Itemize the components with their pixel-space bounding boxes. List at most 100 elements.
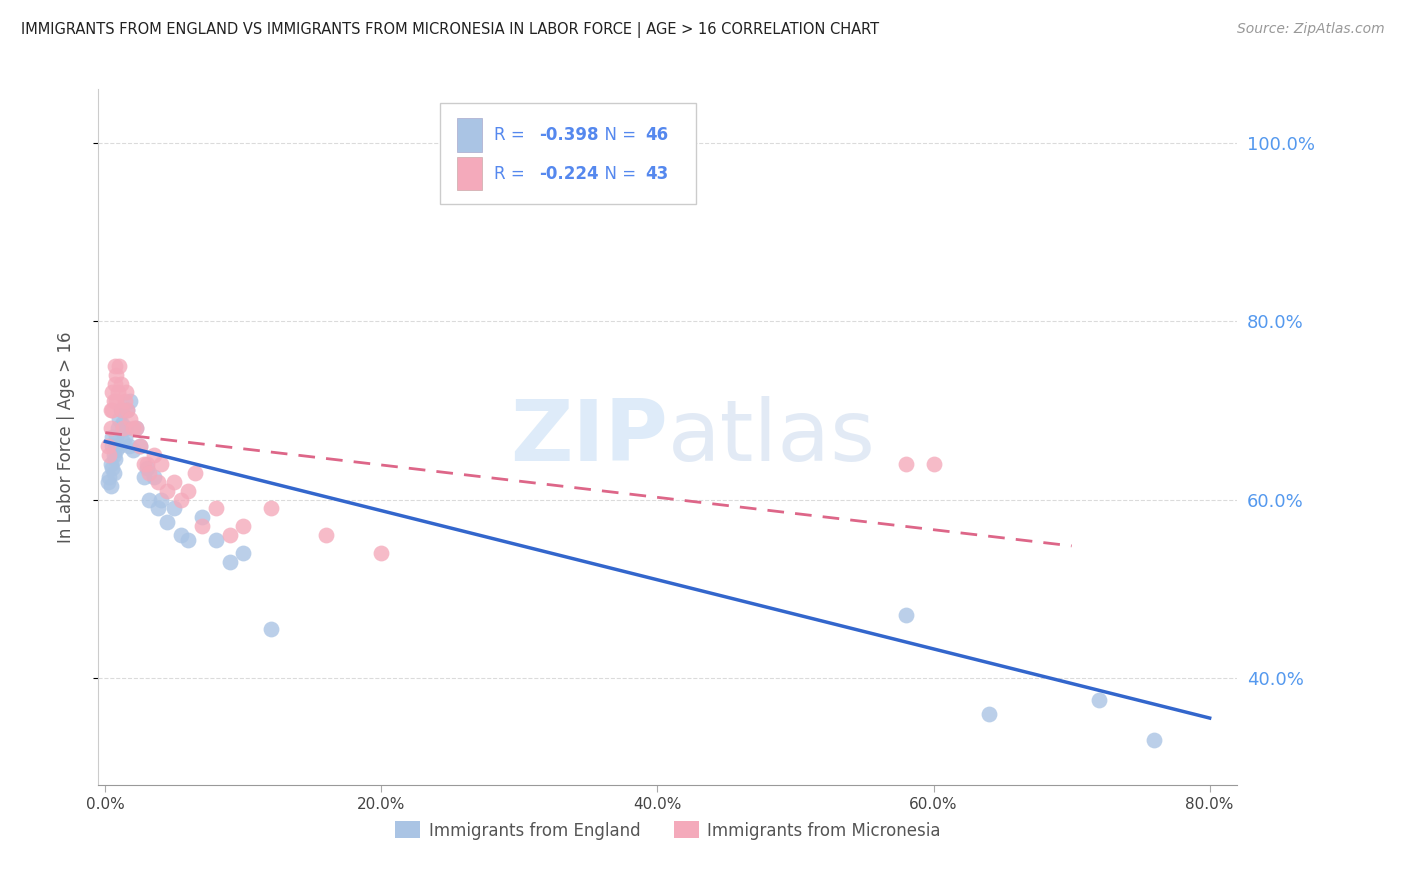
Text: atlas: atlas: [668, 395, 876, 479]
Point: [104, 359, 127, 373]
Point: [110, 403, 132, 417]
Point: [128, 439, 150, 453]
Point: [125, 421, 148, 435]
Point: [138, 492, 160, 507]
Text: 46: 46: [645, 126, 668, 145]
Point: [177, 483, 200, 498]
Point: [1088, 693, 1111, 707]
Point: [370, 546, 392, 560]
Point: [218, 528, 240, 542]
Point: [177, 533, 200, 547]
Point: [101, 439, 124, 453]
Point: [260, 622, 283, 636]
Point: [103, 448, 125, 462]
Point: [104, 452, 127, 467]
Point: [100, 421, 122, 435]
Point: [191, 519, 214, 533]
Point: [170, 492, 193, 507]
Point: [204, 501, 226, 516]
Text: 43: 43: [645, 165, 668, 183]
Point: [163, 501, 186, 516]
Text: N =: N =: [593, 126, 641, 145]
Point: [120, 412, 142, 426]
Text: -0.398: -0.398: [538, 126, 599, 145]
Point: [142, 448, 165, 462]
FancyBboxPatch shape: [440, 103, 696, 204]
Point: [135, 461, 157, 475]
Point: [101, 403, 124, 417]
Point: [120, 394, 142, 409]
Point: [105, 394, 128, 409]
Point: [122, 443, 145, 458]
Point: [156, 515, 179, 529]
Point: [100, 457, 122, 471]
Text: N =: N =: [593, 165, 641, 183]
Point: [894, 457, 917, 471]
Point: [105, 368, 128, 382]
Point: [115, 421, 138, 435]
Point: [100, 403, 122, 417]
Point: [1143, 733, 1166, 747]
Point: [107, 421, 129, 435]
Point: [163, 475, 186, 489]
Text: -0.224: -0.224: [538, 165, 599, 183]
Point: [146, 501, 169, 516]
Text: R =: R =: [494, 165, 530, 183]
Point: [149, 492, 172, 507]
Point: [114, 394, 136, 409]
Point: [103, 466, 125, 480]
Point: [218, 555, 240, 569]
Point: [107, 385, 129, 400]
Point: [117, 403, 139, 417]
Y-axis label: In Labor Force | Age > 16: In Labor Force | Age > 16: [56, 331, 75, 543]
Point: [104, 376, 127, 391]
Point: [132, 470, 155, 484]
Point: [101, 461, 124, 475]
Point: [142, 470, 165, 484]
Point: [101, 385, 124, 400]
Point: [922, 457, 945, 471]
Legend: Immigrants from England, Immigrants from Micronesia: Immigrants from England, Immigrants from…: [388, 814, 948, 847]
Point: [132, 457, 155, 471]
Point: [108, 359, 131, 373]
Point: [146, 475, 169, 489]
Point: [122, 421, 145, 435]
Point: [108, 439, 131, 453]
Text: ZIP: ZIP: [510, 395, 668, 479]
Point: [156, 483, 179, 498]
Point: [112, 434, 135, 449]
Point: [260, 501, 283, 516]
Point: [138, 466, 160, 480]
Point: [112, 421, 135, 435]
Point: [191, 510, 214, 524]
Point: [111, 417, 134, 431]
Point: [108, 412, 131, 426]
Point: [98, 448, 121, 462]
Point: [117, 403, 139, 417]
Point: [100, 479, 122, 493]
FancyBboxPatch shape: [457, 119, 482, 152]
Point: [977, 706, 1000, 721]
Point: [204, 533, 226, 547]
Point: [104, 439, 127, 453]
Point: [135, 457, 157, 471]
Point: [232, 519, 254, 533]
Point: [184, 466, 207, 480]
Point: [128, 439, 150, 453]
Text: R =: R =: [494, 126, 530, 145]
Point: [315, 528, 337, 542]
Point: [110, 376, 132, 391]
Point: [114, 430, 136, 444]
Point: [894, 608, 917, 623]
Point: [149, 457, 172, 471]
Text: IMMIGRANTS FROM ENGLAND VS IMMIGRANTS FROM MICRONESIA IN LABOR FORCE | AGE > 16 : IMMIGRANTS FROM ENGLAND VS IMMIGRANTS FR…: [21, 22, 879, 38]
Point: [111, 403, 134, 417]
Point: [232, 546, 254, 560]
Point: [101, 430, 124, 444]
FancyBboxPatch shape: [457, 157, 482, 190]
Point: [97, 439, 120, 453]
Point: [98, 470, 121, 484]
Point: [170, 528, 193, 542]
Point: [97, 475, 120, 489]
Point: [125, 421, 148, 435]
